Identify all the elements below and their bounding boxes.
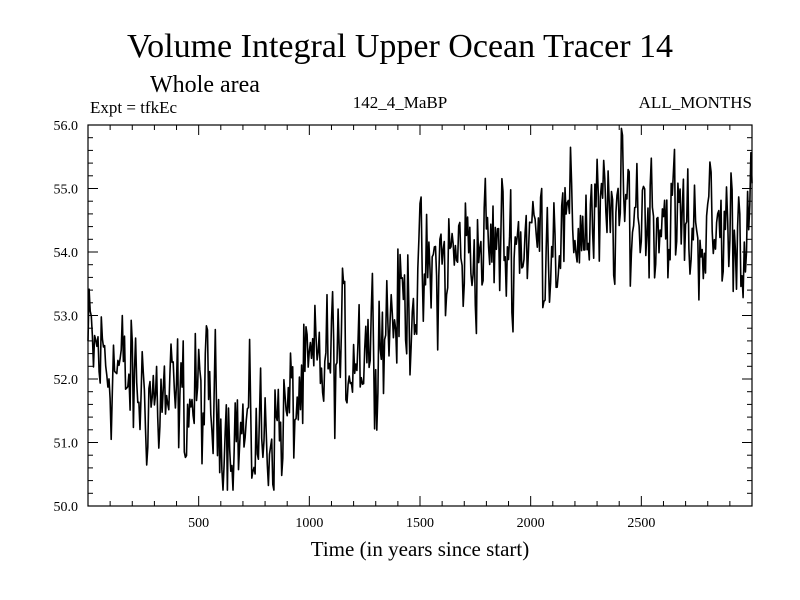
months-label: ALL_MONTHS — [638, 93, 752, 112]
experiment-id-label: Expt = tfkEc — [90, 98, 178, 117]
x-axis-label: Time (in years since start) — [310, 537, 530, 561]
y-tick-label: 50.0 — [54, 500, 79, 515]
chart-subtitle: Whole area — [150, 72, 260, 98]
x-tick-label: 1000 — [295, 516, 323, 531]
x-tick-label: 500 — [188, 516, 209, 531]
x-tick-label: 2000 — [517, 516, 545, 531]
series-line — [87, 127, 753, 491]
y-tick-label: 51.0 — [54, 437, 79, 452]
y-tick-label: 53.0 — [54, 310, 79, 325]
experiment-name-label: 142_4_MaBP — [352, 93, 448, 112]
y-tick-label: 52.0 — [54, 373, 79, 388]
x-tick-label: 2500 — [627, 516, 655, 531]
y-tick-label: 55.0 — [54, 183, 79, 198]
chart-title: Volume Integral Upper Ocean Tracer 14 — [126, 28, 674, 65]
y-tick-label: 54.0 — [54, 246, 79, 261]
axis-tick-labels: 500 1000 1500 2000 2500 50.0 51.0 52.0 53.0 54.0 5… — [54, 119, 656, 531]
y-tick-label: 56.0 — [54, 119, 79, 134]
x-tick-label: 1500 — [406, 516, 434, 531]
